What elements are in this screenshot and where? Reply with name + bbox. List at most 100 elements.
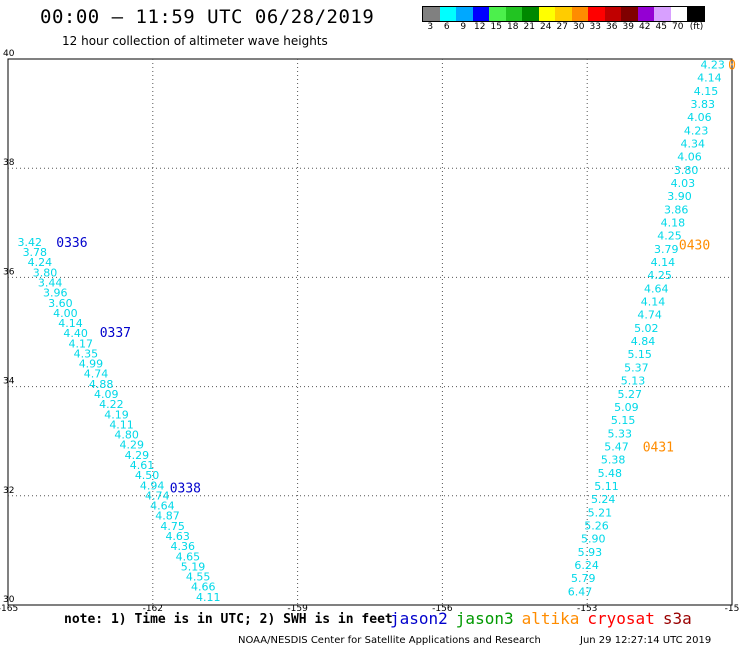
wave-height-point: 4.75 <box>160 520 185 533</box>
wave-height-point: 4.35 <box>74 347 99 360</box>
color-swatch <box>456 7 473 21</box>
x-tick-label: -162 <box>143 604 163 614</box>
wave-height-point: 4.99 <box>79 358 104 371</box>
wave-height-point: 5.48 <box>598 467 623 480</box>
color-swatch <box>555 7 572 21</box>
color-scale-bar <box>422 6 705 22</box>
wave-height-point: 4.50 <box>135 469 160 482</box>
wave-height-point: 3.42 <box>17 236 42 249</box>
color-swatch <box>621 7 638 21</box>
wave-height-point: 4.66 <box>191 581 216 594</box>
wave-height-point: 3.78 <box>23 246 48 259</box>
pass-time-label: 0337 <box>100 326 131 341</box>
wave-height-point: 4.23 <box>684 124 709 137</box>
wave-height-point: 5.15 <box>627 348 652 361</box>
color-scale-label: 30 <box>573 22 585 32</box>
color-swatch <box>654 7 671 21</box>
color-swatch <box>571 7 588 21</box>
wave-height-point: 4.22 <box>99 398 124 411</box>
pass-time-label: 0338 <box>170 482 201 497</box>
wave-height-point: 4.63 <box>165 530 190 543</box>
wave-height-point: 4.11 <box>109 418 134 431</box>
wave-height-point: 3.90 <box>667 190 692 203</box>
color-swatch <box>670 7 687 21</box>
wave-height-point: 4.74 <box>637 309 662 322</box>
wave-height-point: 4.06 <box>687 111 712 124</box>
chart-title: 00:00 — 11:59 UTC 06/28/2019 <box>40 6 375 28</box>
wave-height-point: 4.15 <box>694 85 719 98</box>
wave-height-point: 5.37 <box>624 361 649 374</box>
wave-height-point: 4.03 <box>671 177 696 190</box>
wave-height-point: 4.74 <box>145 489 170 502</box>
pass-time-label: 0431 <box>643 441 674 456</box>
wave-height-point: 4.94 <box>140 479 165 492</box>
wave-height-point: 3.44 <box>38 276 63 289</box>
wave-height-point: 4.25 <box>657 230 682 243</box>
wave-height-point: 4.55 <box>186 571 211 584</box>
wave-height-point: 3.80 <box>674 164 699 177</box>
wave-height-point: 4.29 <box>125 449 150 462</box>
wave-height-point: 3.96 <box>43 287 68 300</box>
y-tick-label: 30 <box>3 595 15 605</box>
wave-height-point: 4.14 <box>697 72 722 85</box>
color-swatch <box>423 7 440 21</box>
color-swatch <box>538 7 555 21</box>
wave-height-point: 5.79 <box>571 572 596 585</box>
wave-height-point: 4.65 <box>176 550 201 563</box>
wave-height-point: 3.86 <box>664 203 689 216</box>
wave-height-point: 4.34 <box>681 137 706 150</box>
color-swatch <box>637 7 654 21</box>
wave-height-point: 4.09 <box>94 388 119 401</box>
wave-height-point: 5.47 <box>604 440 629 453</box>
wave-height-point: 4.14 <box>641 296 666 309</box>
legend-s3a: s3a <box>662 609 692 628</box>
wave-height-point: 5.38 <box>601 454 626 467</box>
wave-height-point: 5.33 <box>608 427 633 440</box>
pass-time-label: 0336 <box>56 236 87 251</box>
wave-height-point: 5.11 <box>594 480 619 493</box>
wave-height-point: 4.61 <box>130 459 155 472</box>
wave-height-point: 4.64 <box>644 282 669 295</box>
wave-height-point: 3.79 <box>654 243 679 256</box>
generation-timestamp: Jun 29 12:27:14 UTC 2019 <box>580 635 712 646</box>
footer-credit: NOAA/NESDIS Center for Satellite Applica… <box>238 635 541 646</box>
color-scale-unit: (ft) <box>689 22 704 32</box>
plot-frame <box>7 58 733 606</box>
color-scale-label: 15 <box>490 22 502 32</box>
wave-height-point: 3.80 <box>33 266 58 279</box>
x-tick-label: -159 <box>287 604 308 614</box>
color-scale-label: 27 <box>556 22 568 32</box>
wave-height-point: 4.29 <box>120 439 145 452</box>
color-scale-label: 9 <box>460 22 467 32</box>
color-scale-label: 39 <box>622 22 634 32</box>
legend-jason2: jason2 <box>390 609 448 628</box>
wave-height-point: 5.15 <box>611 414 636 427</box>
color-swatch <box>604 7 621 21</box>
color-swatch <box>472 7 489 21</box>
color-swatch <box>588 7 605 21</box>
color-scale-label: 36 <box>606 22 618 32</box>
color-scale-label: 12 <box>474 22 486 32</box>
wave-height-point: 5.02 <box>634 322 659 335</box>
wave-height-point: 6.24 <box>574 559 599 572</box>
wave-height-point: 5.19 <box>181 560 206 573</box>
color-scale-label: 33 <box>589 22 601 32</box>
y-tick-label: 32 <box>3 486 14 496</box>
color-scale-label: 70 <box>672 22 684 32</box>
color-scale-label: 21 <box>523 22 535 32</box>
wave-height-point: 4.06 <box>677 151 702 164</box>
pass-time-label: 0 <box>728 58 736 73</box>
y-tick-label: 40 <box>3 49 15 59</box>
wave-height-point: 4.17 <box>68 337 93 350</box>
legend-altika: altika <box>521 609 580 628</box>
wave-height-point: 4.64 <box>150 500 175 513</box>
wave-height-point: 4.80 <box>114 429 139 442</box>
wave-height-point: 5.24 <box>591 493 616 506</box>
wave-height-point: 4.25 <box>647 269 672 282</box>
wave-height-point: 6.47 <box>568 585 593 598</box>
wave-height-point: 4.24 <box>28 256 53 269</box>
wave-height-point: 4.19 <box>104 408 129 421</box>
wave-height-point: 5.27 <box>617 388 642 401</box>
legend-cryosat: cryosat <box>587 609 655 628</box>
x-tick-label: -165 <box>0 604 18 614</box>
